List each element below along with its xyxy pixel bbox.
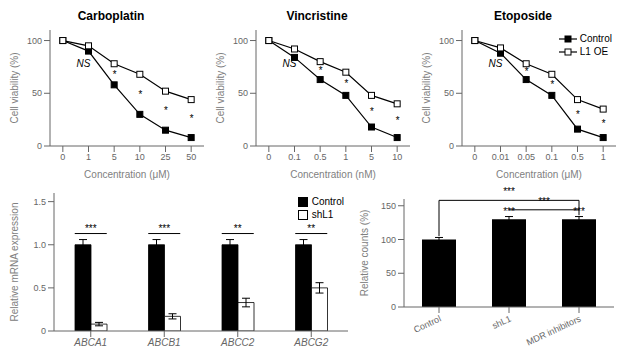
html-text:Etoposide: Etoposide [494,9,552,23]
svg-text:100: 100 [439,36,454,46]
svg-text:50: 50 [32,88,42,98]
svg-text:ABCG2: ABCG2 [293,337,328,348]
svg-text:NS: NS [488,58,502,69]
svg-text:50: 50 [444,88,454,98]
svg-text:0: 0 [60,152,65,162]
svg-text:100: 100 [27,36,42,46]
svg-text:ABCA1: ABCA1 [73,337,107,348]
svg-text:1: 1 [343,152,348,162]
svg-text:0: 0 [449,141,454,151]
svg-text:*: * [576,109,581,120]
svg-text:0: 0 [37,141,42,151]
svg-text:0: 0 [391,302,396,312]
svg-text:*: * [524,66,529,77]
svg-text:ABCB1: ABCB1 [147,337,181,348]
html-text:Vincristine: Vincristine [286,9,348,23]
svg-text:***: *** [538,196,550,207]
svg-text:Control: Control [412,314,443,335]
svg-text:0.5: 0.5 [314,152,327,162]
svg-text:0: 0 [41,326,46,336]
svg-text:*: * [318,65,323,76]
svg-text:0.5: 0.5 [571,152,584,162]
svg-text:shL1: shL1 [491,314,513,331]
svg-text:Cell viability (%): Cell viability (%) [9,52,20,123]
svg-text:100: 100 [381,235,396,245]
svg-text:***: *** [85,223,97,234]
svg-text:50: 50 [186,152,196,162]
svg-text:1: 1 [86,152,91,162]
svg-text:*: * [395,115,400,126]
svg-text:*: * [164,105,169,116]
svg-text:NS: NS [76,58,90,69]
svg-text:*: * [370,106,375,117]
svg-text:Concentration (nM): Concentration (nM) [290,169,376,180]
svg-text:0.01: 0.01 [492,152,510,162]
svg-text:Concentration (μM): Concentration (μM) [496,169,582,180]
svg-text:0: 0 [243,141,248,151]
svg-text:ABCC2: ABCC2 [220,337,255,348]
html-text:Control: Control [311,196,344,207]
svg-text:0.05: 0.05 [517,152,535,162]
svg-text:Relative mRNA expression: Relative mRNA expression [9,203,20,322]
svg-text:***: *** [573,206,585,217]
svg-text:5: 5 [369,152,374,162]
svg-text:5: 5 [112,152,117,162]
html-text:shL1: shL1 [311,209,334,220]
svg-text:*: * [189,113,194,124]
svg-text:*: * [550,79,555,90]
svg-text:100: 100 [233,36,248,46]
svg-text:1.5: 1.5 [33,197,46,207]
svg-text:1.0: 1.0 [33,240,46,250]
svg-text:***: *** [503,186,515,197]
svg-text:10: 10 [392,152,402,162]
svg-text:150: 150 [381,201,396,211]
html-text:L1 OE: L1 OE [579,46,609,57]
svg-text:10: 10 [135,152,145,162]
svg-text:50: 50 [238,88,248,98]
svg-text:***: *** [503,206,515,217]
html-text:Carboplatin: Carboplatin [77,9,145,23]
svg-text:MDR inhibitors: MDR inhibitors [525,313,583,347]
svg-text:1: 1 [601,152,606,162]
svg-text:**: ** [234,223,242,234]
svg-text:Cell viability (%): Cell viability (%) [421,52,432,123]
svg-text:25: 25 [160,152,170,162]
svg-text:**: ** [307,223,315,234]
svg-text:0.1: 0.1 [288,152,301,162]
svg-text:*: * [112,69,117,80]
svg-text:Cell viability (%): Cell viability (%) [215,52,226,123]
svg-text:*: * [601,118,606,129]
svg-text:NS: NS [282,58,296,69]
svg-text:0: 0 [266,152,271,162]
html-text:Control: Control [579,33,612,44]
svg-text:Relative counts (%): Relative counts (%) [359,210,370,297]
svg-text:***: *** [158,223,170,234]
svg-text:0: 0 [472,152,477,162]
svg-text:*: * [138,89,143,100]
svg-text:0.1: 0.1 [546,152,559,162]
svg-text:50: 50 [386,268,396,278]
svg-text:0.5: 0.5 [33,283,46,293]
svg-text:Concentration (μM): Concentration (μM) [84,169,170,180]
svg-text:*: * [344,78,349,89]
